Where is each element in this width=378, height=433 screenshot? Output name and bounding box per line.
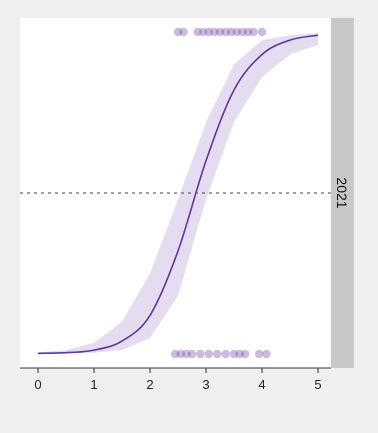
x-tick-label: 1	[90, 377, 97, 392]
confidence-ribbon-layer	[38, 33, 318, 354]
data-point	[215, 27, 225, 37]
data-point	[238, 27, 247, 37]
data-point	[171, 349, 180, 359]
data-point	[262, 349, 271, 359]
x-tick-label: 2	[146, 377, 153, 392]
data-point	[229, 349, 239, 359]
data-point	[235, 349, 244, 359]
data-point	[227, 27, 236, 37]
data-point	[257, 27, 267, 37]
fitted-curve	[37, 34, 319, 355]
confidence-ribbon	[38, 33, 318, 354]
data-point	[196, 349, 205, 359]
facet-strip-label: 2021	[334, 177, 350, 208]
data-point	[221, 349, 230, 359]
data-points-layer	[171, 27, 271, 359]
facet-strip	[331, 18, 354, 368]
data-point	[176, 349, 185, 359]
fit-curve-layer	[37, 34, 319, 355]
data-point	[179, 27, 188, 37]
data-point	[213, 349, 222, 359]
data-point	[204, 27, 213, 37]
data-point	[182, 349, 191, 359]
data-point	[241, 349, 250, 359]
data-point	[210, 27, 219, 37]
data-point	[193, 27, 202, 37]
x-tick-label: 3	[202, 377, 209, 392]
x-tick-label: 5	[314, 377, 321, 392]
x-tick-label: 0	[34, 377, 41, 392]
x-tick-label: 4	[258, 377, 265, 392]
data-point	[204, 349, 213, 359]
data-point	[187, 349, 197, 359]
data-point	[199, 27, 208, 37]
data-point	[255, 349, 264, 359]
data-point	[243, 27, 253, 37]
data-point	[232, 27, 241, 37]
data-point	[221, 27, 230, 37]
data-point	[173, 27, 183, 37]
x-axis-ticks: 0 1 2 3 4 5	[34, 368, 322, 392]
data-point	[249, 27, 258, 37]
